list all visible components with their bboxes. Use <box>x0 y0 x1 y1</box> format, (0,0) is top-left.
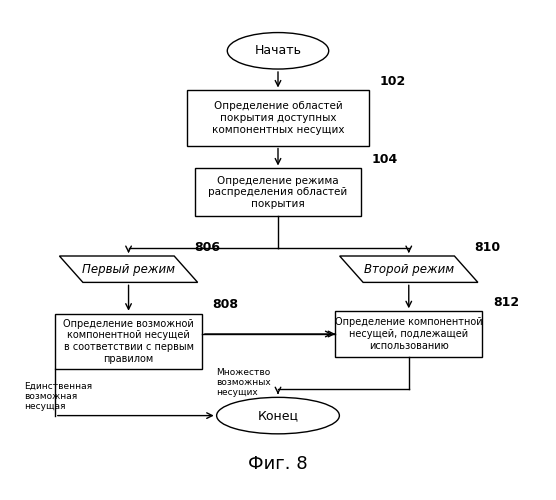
Bar <box>187 90 369 146</box>
Text: Единственная
возможная
несущая: Единственная возможная несущая <box>24 382 93 412</box>
Text: 102: 102 <box>379 75 406 88</box>
Text: 810: 810 <box>474 240 500 254</box>
Polygon shape <box>59 256 198 282</box>
Text: Начать: Начать <box>255 44 301 58</box>
Text: 808: 808 <box>212 298 239 311</box>
Text: Определение областей
покрытия доступных
компонентных несущих: Определение областей покрытия доступных … <box>212 102 344 134</box>
Ellipse shape <box>227 32 329 69</box>
Bar <box>55 314 202 369</box>
Text: Определение режима
распределения областей
покрытия: Определение режима распределения областе… <box>208 176 348 209</box>
Text: Первый режим: Первый режим <box>82 262 175 276</box>
Bar <box>335 311 482 357</box>
Text: Множество
возможных
несущих: Множество возможных несущих <box>217 368 271 398</box>
Bar <box>195 168 361 216</box>
Text: Определение компонентной
несущей, подлежащей
использованию: Определение компонентной несущей, подлеж… <box>335 318 483 350</box>
Text: 806: 806 <box>194 240 220 254</box>
Polygon shape <box>340 256 478 282</box>
Text: Второй режим: Второй режим <box>364 262 454 276</box>
Text: Определение возможной
компонентной несущей
в соответствии с первым
правилом: Определение возможной компонентной несущ… <box>63 319 194 364</box>
Text: 812: 812 <box>493 296 519 309</box>
Text: Конец: Конец <box>257 409 299 422</box>
Ellipse shape <box>217 398 339 434</box>
Text: Фиг. 8: Фиг. 8 <box>248 455 308 473</box>
Text: 104: 104 <box>371 153 398 166</box>
